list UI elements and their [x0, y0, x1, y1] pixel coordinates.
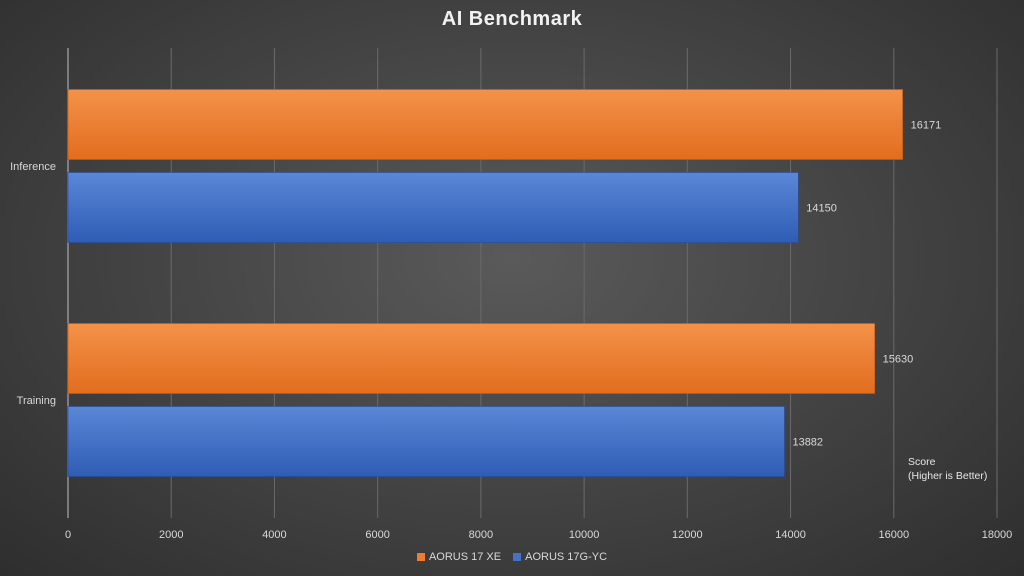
axis-note: Score (Higher is Better)	[908, 456, 988, 482]
bar	[67, 406, 785, 477]
bar	[67, 89, 903, 160]
data-label: 13882	[792, 437, 823, 449]
legend-label: AORUS 17G-YC	[525, 551, 608, 563]
bar	[67, 323, 875, 394]
x-tick-label: 2000	[159, 529, 183, 541]
data-label: 15630	[883, 354, 914, 366]
legend-item: AORUS 17G-YC	[513, 551, 607, 563]
x-tick-label: 6000	[365, 529, 389, 541]
x-tick-label: 12000	[672, 529, 703, 541]
category-label: Training	[17, 395, 56, 407]
x-tick-label: 0	[65, 529, 71, 541]
labels: 0 2000 4000 6000 8000 10000 12000 14000 16000 180…	[10, 120, 1012, 542]
legend-swatch	[416, 553, 425, 561]
legend-swatch	[513, 553, 522, 561]
category-label: Inference	[10, 161, 56, 173]
x-tick-label: 10000	[569, 529, 600, 541]
bars	[67, 89, 903, 477]
data-label: 16171	[911, 120, 942, 132]
chart-title: AI Benchmark	[441, 8, 583, 30]
x-tick-label: 18000	[982, 529, 1013, 541]
x-tick-label: 16000	[878, 529, 909, 541]
legend-label: AORUS 17 XE	[428, 551, 502, 563]
x-tick-label: 4000	[262, 529, 286, 541]
x-tick-label: 8000	[469, 529, 493, 541]
bar	[67, 172, 799, 243]
legend-item: AORUS 17 XE	[416, 551, 502, 563]
data-label: 14150	[806, 203, 837, 215]
x-tick-label: 14000	[775, 529, 806, 541]
legend: AORUS 17 XE AORUS 17G-YC	[0, 551, 1024, 563]
